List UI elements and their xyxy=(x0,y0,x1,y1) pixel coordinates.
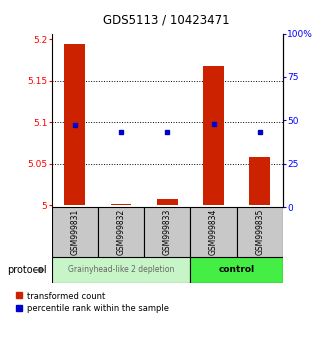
Text: control: control xyxy=(219,266,255,274)
FancyBboxPatch shape xyxy=(190,257,283,283)
Text: GSM999832: GSM999832 xyxy=(117,209,126,255)
Text: GSM999831: GSM999831 xyxy=(70,209,79,255)
Bar xyxy=(157,199,178,205)
FancyBboxPatch shape xyxy=(237,207,283,257)
Text: GSM999833: GSM999833 xyxy=(163,209,172,255)
FancyBboxPatch shape xyxy=(190,207,237,257)
Text: GSM999835: GSM999835 xyxy=(255,209,264,255)
Bar xyxy=(249,157,270,205)
Bar xyxy=(111,204,132,205)
FancyBboxPatch shape xyxy=(52,257,190,283)
Text: Grainyhead-like 2 depletion: Grainyhead-like 2 depletion xyxy=(68,266,174,274)
Text: GSM999834: GSM999834 xyxy=(209,209,218,255)
FancyBboxPatch shape xyxy=(52,207,98,257)
FancyBboxPatch shape xyxy=(98,207,144,257)
Bar xyxy=(203,66,224,205)
Text: GDS5113 / 10423471: GDS5113 / 10423471 xyxy=(103,13,230,27)
FancyBboxPatch shape xyxy=(144,207,190,257)
Text: protocol: protocol xyxy=(7,265,46,275)
Bar xyxy=(64,44,85,205)
Legend: transformed count, percentile rank within the sample: transformed count, percentile rank withi… xyxy=(12,289,173,316)
